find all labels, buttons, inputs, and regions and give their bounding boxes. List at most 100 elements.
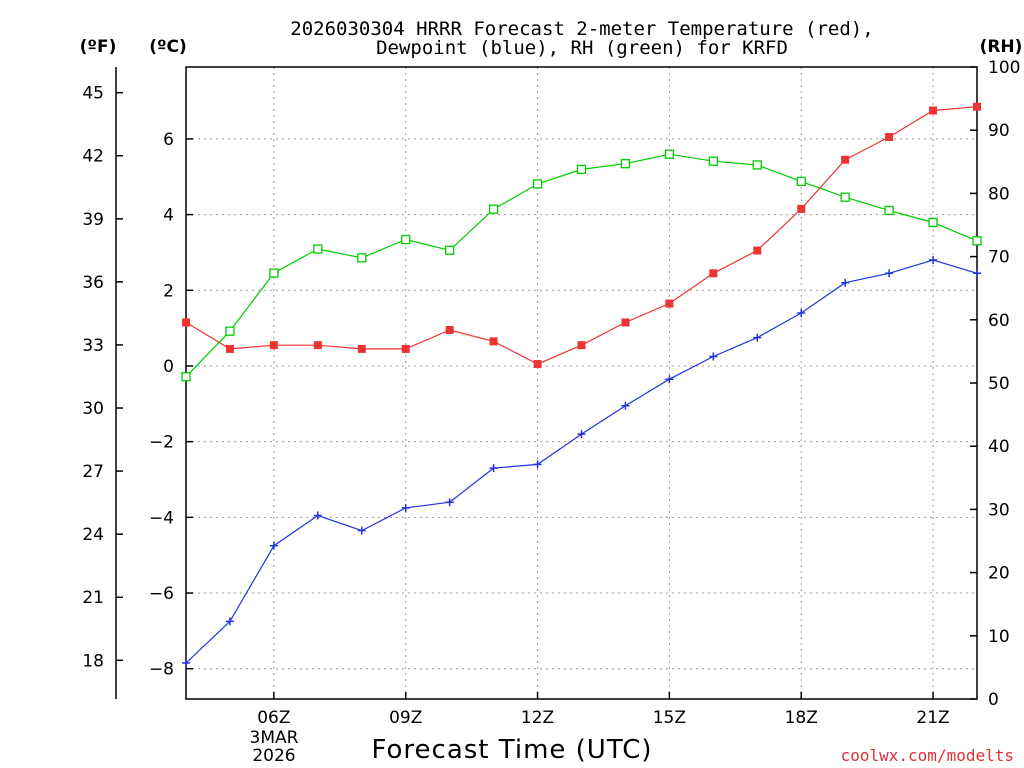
temperature-point: [841, 155, 850, 164]
celsius-tick-label: −6: [149, 584, 174, 604]
fahrenheit-tick-label: 18: [82, 651, 104, 671]
rh-point: [313, 244, 323, 254]
dewpoint-point: [577, 430, 586, 439]
chart-title-line-1: 2026030304 HRRR Forecast 2-meter Tempera…: [290, 18, 873, 40]
dewpoint-point: [621, 401, 630, 410]
date-label-year: 2026: [252, 746, 295, 766]
rh-tick-label: 60: [988, 311, 1010, 331]
x-tick-label: 12Z: [521, 708, 554, 728]
dewpoint-point: [225, 617, 234, 626]
dewpoint-point: [665, 375, 674, 384]
temperature-point: [489, 337, 498, 346]
rh-point: [928, 217, 938, 228]
temperature-point: [577, 341, 586, 350]
rh-point: [532, 179, 543, 189]
temperature-point: [885, 133, 894, 142]
dewpoint-point: [709, 352, 718, 361]
temperature-point: [709, 269, 718, 278]
rh-point: [225, 326, 235, 336]
plot-frame: [185, 66, 978, 700]
rh-tick-label: 80: [988, 184, 1010, 204]
rh-point: [884, 205, 894, 216]
rh-tick-label: 0: [988, 690, 999, 710]
date-label-day: 3MAR: [250, 728, 299, 748]
temperature-series: [182, 102, 981, 369]
rh-tick-label: 30: [988, 500, 1010, 520]
rh-point: [576, 164, 587, 175]
temperature-point: [753, 246, 762, 255]
temperature-line: [185, 106, 978, 365]
celsius-tick-label: 2: [163, 281, 174, 301]
site-credit: coolwx.com/modelts: [841, 746, 1014, 765]
rh-tick-label: 90: [988, 121, 1010, 141]
rh-tick-label: 70: [988, 248, 1010, 268]
fahrenheit-unit-label: (ºF): [80, 37, 117, 57]
rh-point: [445, 245, 455, 255]
temperature-point: [929, 106, 938, 115]
dewpoint-point: [841, 278, 850, 287]
gridlines: [186, 67, 977, 699]
rh-point: [664, 149, 675, 159]
rh-tick-label: 100: [988, 58, 1020, 78]
temperature-point: [313, 341, 322, 350]
rh-point: [972, 236, 982, 246]
dewpoint-point: [885, 269, 894, 278]
temperature-point: [357, 344, 366, 353]
fahrenheit-tick-label: 45: [82, 84, 104, 104]
temperature-point: [269, 341, 278, 350]
celsius-tick-label: −8: [149, 660, 174, 680]
temperature-point: [182, 318, 190, 327]
dewpoint-point: [753, 333, 762, 342]
celsius-tick-label: −4: [149, 508, 174, 528]
dewpoint-point: [445, 498, 454, 507]
temperature-point: [621, 318, 630, 327]
dewpoint-point: [929, 256, 938, 265]
fahrenheit-tick-label: 39: [82, 210, 104, 230]
dewpoint-point: [313, 511, 322, 520]
dewpoint-point: [533, 460, 542, 469]
fahrenheit-tick-label: 33: [82, 336, 104, 356]
rh-point: [269, 268, 279, 278]
dewpoint-point: [182, 659, 190, 668]
dewpoint-point: [357, 526, 366, 535]
x-axis-label: Forecast Time (UTC): [371, 735, 652, 765]
rh-series: [181, 149, 982, 382]
fahrenheit-tick-label: 36: [82, 273, 104, 293]
temperature-point: [665, 299, 674, 308]
fahrenheit-tick-label: 21: [82, 588, 104, 608]
tick-labels: 6420−2−4−6−84542393633302724211810090807…: [82, 58, 1020, 728]
rh-point: [401, 234, 411, 245]
x-tick-label: 06Z: [257, 708, 290, 728]
celsius-unit-label: (ºC): [149, 37, 187, 57]
rh-tick-label: 40: [988, 437, 1010, 457]
dewpoint-point: [973, 269, 981, 278]
rh-point: [752, 160, 762, 170]
dewpoint-point: [797, 308, 806, 317]
x-tick-label: 18Z: [785, 708, 818, 728]
rh-tick-label: 10: [988, 627, 1010, 647]
temperature-point: [973, 102, 981, 111]
x-tick-label: 09Z: [389, 708, 422, 728]
celsius-tick-label: 0: [163, 357, 174, 377]
rh-point: [181, 372, 191, 382]
temperature-point: [401, 344, 410, 353]
rh-unit-label: (RH): [980, 37, 1023, 57]
dewpoint-point: [269, 541, 278, 550]
fahrenheit-tick-label: 42: [82, 147, 104, 167]
rh-point: [840, 192, 850, 202]
temperature-point: [445, 326, 454, 335]
chart-title-line-2: Dewpoint (blue), RH (green) for KRFD: [376, 37, 788, 59]
rh-tick-label: 50: [988, 374, 1010, 394]
data-series: [181, 102, 982, 668]
dewpoint-line: [185, 259, 978, 664]
fahrenheit-tick-label: 27: [82, 462, 104, 482]
rh-point: [796, 176, 806, 187]
celsius-tick-label: −2: [149, 433, 174, 453]
temperature-point: [225, 344, 234, 353]
rh-point: [357, 253, 367, 263]
celsius-tick-label: 6: [163, 130, 174, 150]
fahrenheit-tick-label: 30: [82, 399, 104, 419]
dewpoint-point: [401, 503, 410, 512]
temperature-point: [533, 360, 542, 369]
